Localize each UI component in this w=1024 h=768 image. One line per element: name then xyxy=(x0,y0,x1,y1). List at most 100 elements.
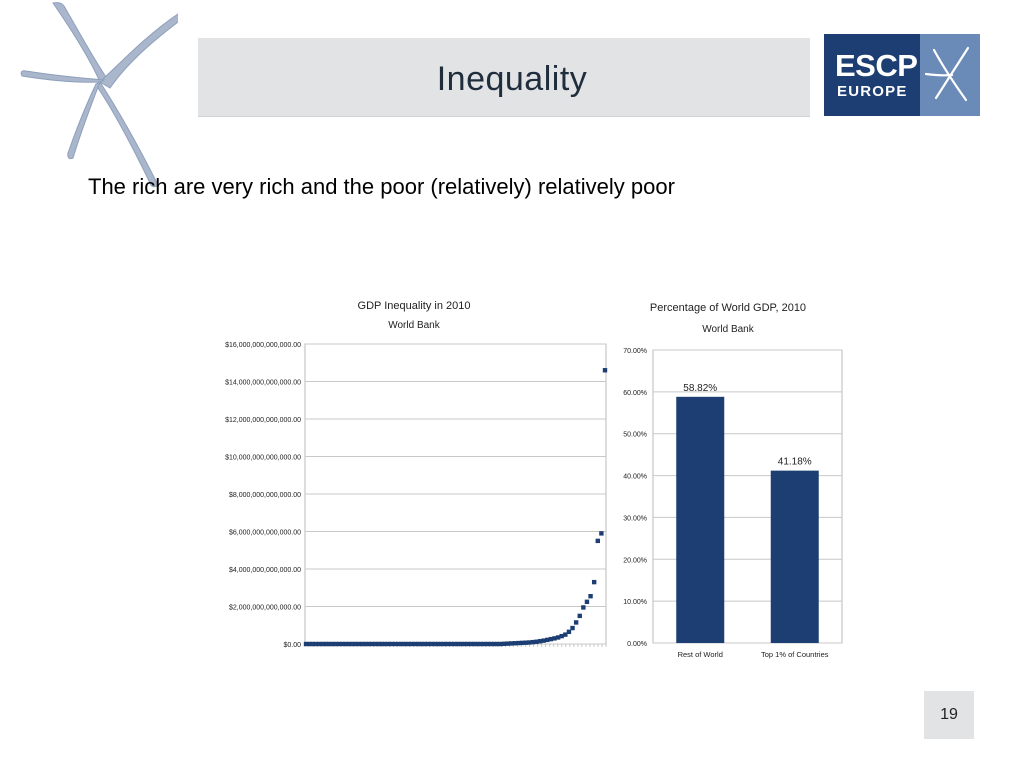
scatter-point xyxy=(498,641,503,647)
scatter-point xyxy=(386,641,391,647)
scatter-point xyxy=(462,641,467,647)
slide-subtitle: The rich are very rich and the poor (rel… xyxy=(88,174,675,199)
world-gdp-bar-chart: 0.00% 10.00% 20.00% 30.00% 40.00% 50.00% 60.00… xyxy=(623,348,843,659)
scatter-point xyxy=(303,641,309,647)
scatter-point xyxy=(439,641,444,647)
scatter-point xyxy=(588,593,593,599)
scatter-point xyxy=(541,638,546,643)
bar-category-label: Rest of World xyxy=(678,650,723,659)
scatter-point xyxy=(419,641,424,647)
bar-y-tick-label: 70.00% xyxy=(623,348,647,355)
scatter-point xyxy=(552,636,557,641)
scatter-y-tick-label: $14,000,000,000,000.00 xyxy=(225,380,301,387)
scatter-point xyxy=(488,641,493,647)
scatter-point xyxy=(422,641,427,647)
scatter-point xyxy=(591,579,597,585)
scatter-point xyxy=(366,641,371,647)
scatter-point xyxy=(406,641,411,647)
scatter-chart-subtitle: World Bank xyxy=(388,320,440,331)
scatter-point xyxy=(310,641,315,647)
scatter-point xyxy=(330,641,335,647)
scatter-point xyxy=(512,641,518,646)
scatter-point xyxy=(379,641,385,647)
scatter-y-tick-label: $0.00 xyxy=(283,642,301,649)
scatter-point xyxy=(326,641,332,647)
scatter-point xyxy=(356,641,361,647)
title-bar xyxy=(198,38,810,117)
logo-text-europe: EUROPE xyxy=(837,83,908,100)
scatter-point xyxy=(313,641,319,647)
scatter-point xyxy=(482,641,487,647)
bar-category-label: Top 1% of Countries xyxy=(761,650,829,659)
scatter-point xyxy=(323,641,328,647)
scatter-point xyxy=(570,625,575,631)
scatter-point xyxy=(353,641,358,647)
scatter-y-tick-label: $16,000,000,000,000.00 xyxy=(225,342,301,349)
logo-text-escp: ESCP xyxy=(835,48,918,83)
scatter-point xyxy=(584,599,590,605)
scatter-point xyxy=(392,641,398,647)
scatter-point xyxy=(523,640,528,645)
scatter-point xyxy=(336,641,342,647)
scatter-point xyxy=(350,641,355,647)
scatter-point xyxy=(359,641,365,647)
bar-chart-title: Percentage of World GDP, 2010 xyxy=(649,302,807,314)
scatter-point xyxy=(445,641,451,647)
scatter-point xyxy=(478,641,484,647)
gdp-inequality-scatter-chart: $0.00 $2,000,000,000,000.00 $4,000,000,000… xyxy=(225,342,608,649)
scatter-point xyxy=(416,641,421,647)
scatter-point xyxy=(485,641,490,647)
scatter-point xyxy=(559,633,564,639)
scatter-point xyxy=(468,641,474,647)
scatter-point xyxy=(435,641,441,647)
scatter-point xyxy=(545,637,550,643)
scatter-point xyxy=(425,641,431,647)
bar-y-tick-label: 60.00% xyxy=(623,390,647,397)
scatter-point xyxy=(383,641,388,647)
scatter-point xyxy=(442,641,447,647)
scatter-point xyxy=(495,641,500,647)
scatter-point xyxy=(389,641,394,647)
bar-y-tick-label: 10.00% xyxy=(623,599,647,606)
bar-data-label: 58.82% xyxy=(683,383,717,394)
scatter-y-tick-label: $8,000,000,000,000.00 xyxy=(229,492,301,499)
scatter-point xyxy=(399,641,404,647)
logo-dark-panel xyxy=(824,34,920,116)
scatter-point xyxy=(530,639,536,645)
scatter-point xyxy=(555,635,561,640)
scatter-point xyxy=(402,641,408,647)
scatter-point xyxy=(429,641,434,647)
scatter-point xyxy=(581,605,586,610)
scatter-y-tick-label: $2,000,000,000,000.00 xyxy=(229,605,301,612)
bar-y-tick-label: 0.00% xyxy=(627,641,647,648)
scatter-point xyxy=(602,368,608,373)
scatter-point xyxy=(577,613,582,619)
escp-europe-logo: ESCP EUROPE xyxy=(824,34,980,116)
scatter-point xyxy=(573,620,579,625)
scatter-point xyxy=(475,641,480,647)
bar-y-tick-label: 50.00% xyxy=(623,432,647,439)
scatter-point xyxy=(412,641,418,647)
scatter-point xyxy=(516,640,521,646)
scatter-point xyxy=(340,641,345,647)
scatter-point xyxy=(534,639,539,644)
scatter-point xyxy=(505,641,510,646)
scatter-point xyxy=(343,641,348,647)
scatter-point xyxy=(363,641,368,647)
scatter-point xyxy=(472,641,477,647)
scatter-y-tick-label: $6,000,000,000,000.00 xyxy=(229,530,301,537)
scatter-point xyxy=(449,641,454,647)
scatter-point xyxy=(373,641,378,647)
scatter-point xyxy=(396,641,401,647)
scatter-point xyxy=(452,641,457,647)
scatter-point xyxy=(563,632,568,637)
scatter-point xyxy=(307,641,312,647)
scatter-point xyxy=(519,640,525,646)
scatter-point xyxy=(491,641,497,647)
bar-y-tick-label: 20.00% xyxy=(623,557,647,564)
scatter-point xyxy=(599,531,604,536)
page-number: 19 xyxy=(924,691,974,739)
bar-data-label: 41.18% xyxy=(778,457,812,468)
scatter-point xyxy=(566,629,572,635)
bar xyxy=(676,396,725,643)
